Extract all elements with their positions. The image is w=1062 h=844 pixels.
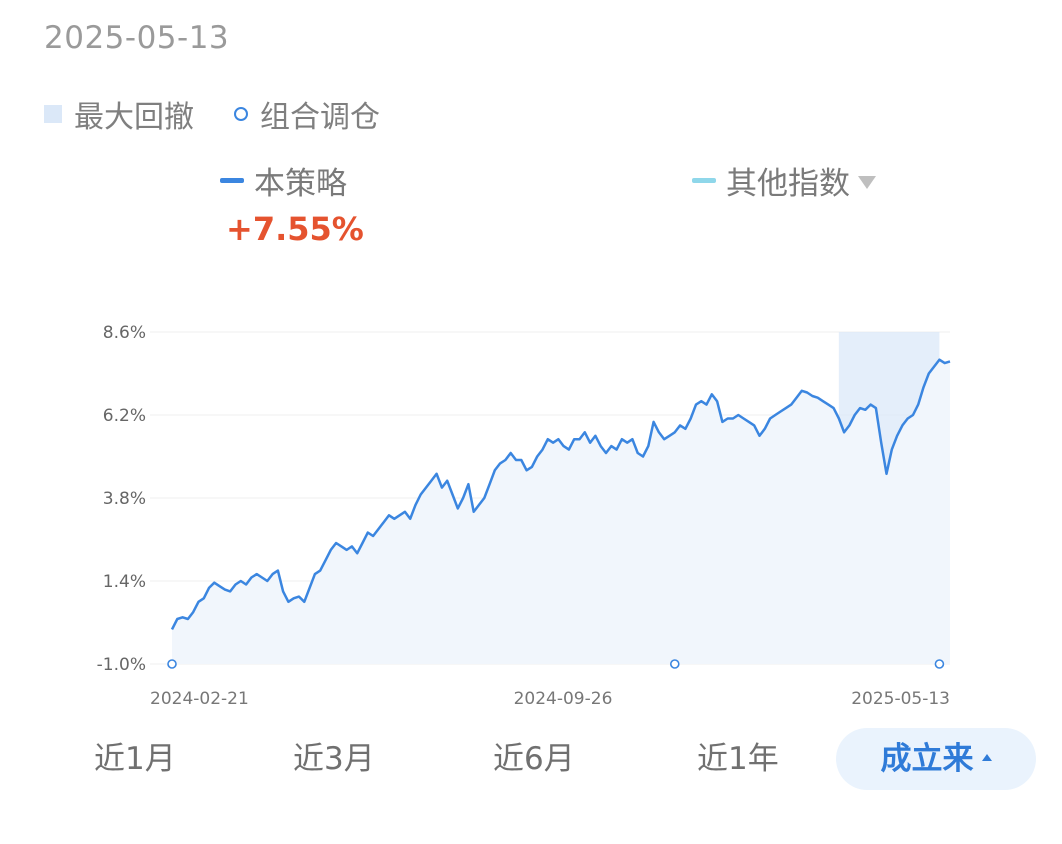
tab-6-months[interactable]: 近6月: [493, 741, 575, 777]
x-tick-label: 2024-02-21: [150, 689, 249, 709]
legend-strategy[interactable]: 本策略: [220, 160, 347, 202]
strategy-return: +7.55%: [226, 210, 364, 248]
strategy-line: [170, 358, 951, 630]
index-selector-label: 其他指数: [726, 165, 850, 202]
x-tick-label: 2024-09-26: [514, 689, 613, 709]
tab-1-month[interactable]: 近1月: [94, 741, 176, 777]
legend-max-drawdown-label: 最大回撤: [74, 100, 194, 135]
y-tick-label: -1.0%: [97, 655, 146, 675]
y-axis-ticks: 8.6% 6.2% 3.8% 1.4% -1.0%: [97, 323, 146, 675]
rebalance-marker[interactable]: [934, 659, 945, 669]
legend-rebalance[interactable]: 组合调仓: [234, 92, 380, 136]
circle-icon: [234, 107, 248, 121]
line-icon: [692, 177, 716, 183]
rebalance-marker[interactable]: [167, 659, 177, 669]
square-icon: [44, 105, 62, 123]
tab-3-months[interactable]: 近3月: [293, 741, 375, 777]
y-tick-label: 3.8%: [103, 489, 146, 509]
y-tick-label: 6.2%: [103, 406, 146, 426]
caret-down-icon: [858, 175, 876, 189]
line-icon: [220, 177, 244, 183]
x-tick-label: 2025-05-13: [851, 689, 950, 709]
tab-since-inception[interactable]: 成立来: [836, 728, 1036, 790]
rebalance-marker[interactable]: [669, 659, 680, 669]
caret-up-icon: [981, 754, 992, 761]
strategy-area: [172, 359, 950, 664]
tab-1-year[interactable]: 近1年: [697, 741, 779, 777]
legend-strategy-label: 本策略: [254, 165, 347, 202]
index-selector[interactable]: 其他指数: [692, 160, 876, 202]
y-tick-label: 1.4%: [103, 572, 146, 592]
y-tick-label: 8.6%: [103, 323, 146, 343]
period-tabs: 近1月 近3月 近6月 近1年 成立来: [0, 728, 1062, 790]
legend-rebalance-label: 组合调仓: [260, 100, 380, 135]
current-date: 2025-05-13: [44, 20, 230, 56]
legend-max-drawdown[interactable]: 最大回撤: [44, 92, 194, 136]
tab-since-inception-label: 成立来: [880, 741, 974, 777]
rebalance-markers: [167, 659, 945, 669]
x-axis-ticks: 2024-02-21 2024-09-26 2025-05-13: [150, 689, 950, 709]
